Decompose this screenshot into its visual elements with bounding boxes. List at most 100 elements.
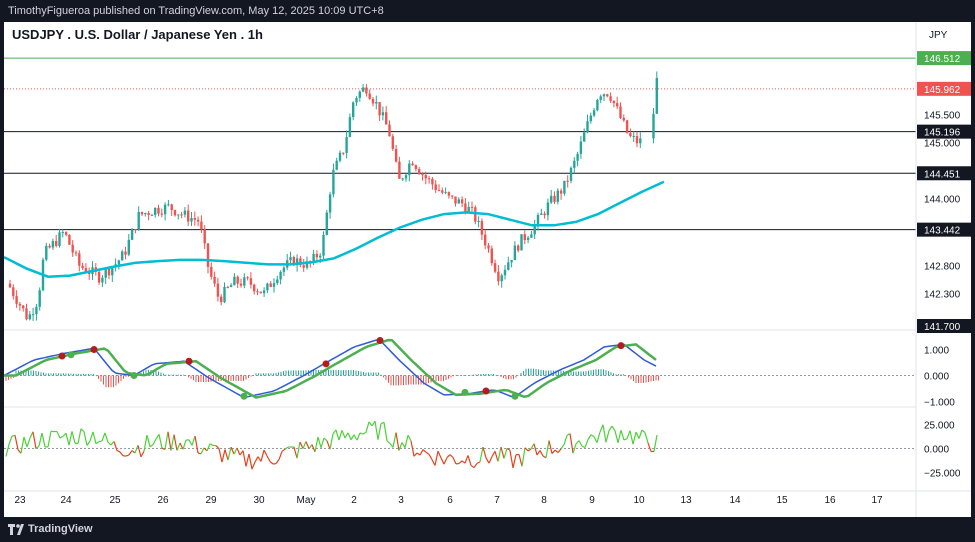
candle-body bbox=[533, 224, 536, 235]
osc-slow-line bbox=[4, 338, 657, 399]
candle-body bbox=[266, 283, 269, 291]
candle-body bbox=[493, 263, 497, 272]
mom-segment bbox=[170, 434, 175, 451]
mom-segment bbox=[638, 429, 643, 439]
chart-area[interactable]: 23 24 25 26 29 30 May 2 3 6 7 8 9 10 13 14 15 16 17 142.300… bbox=[3, 22, 972, 517]
mom-segment bbox=[107, 441, 112, 446]
candle-body bbox=[497, 271, 500, 282]
candle-body bbox=[454, 196, 457, 204]
mom-segment bbox=[395, 432, 400, 451]
candle-body bbox=[38, 290, 41, 307]
candle-body bbox=[629, 132, 632, 137]
candle-body bbox=[61, 232, 64, 234]
mom-segment bbox=[527, 448, 532, 452]
mom-segment bbox=[236, 447, 241, 456]
mom-segment bbox=[449, 454, 454, 458]
candle-body bbox=[523, 234, 526, 241]
candle-body bbox=[97, 271, 101, 283]
candle-body bbox=[117, 260, 121, 265]
candle-body bbox=[530, 234, 533, 238]
brand-name: TradingView bbox=[28, 523, 93, 535]
candle-body bbox=[550, 195, 553, 203]
candle-body bbox=[616, 103, 619, 107]
level-label-bg bbox=[917, 222, 972, 237]
mom-segment bbox=[32, 431, 37, 449]
price-labels: 146.512 145.962 145.196 144.451 143.442 141.7… bbox=[917, 51, 972, 333]
mom-segment bbox=[554, 449, 559, 453]
candle-body bbox=[635, 136, 639, 144]
candle-body bbox=[444, 192, 447, 194]
mom-segment bbox=[593, 436, 598, 443]
mom-segment bbox=[347, 432, 352, 440]
candle-body bbox=[355, 97, 358, 103]
mom-segment bbox=[653, 434, 658, 452]
x-tick-label: 8 bbox=[541, 495, 547, 506]
candle-body bbox=[599, 96, 602, 100]
momentum-pane bbox=[4, 420, 916, 470]
candle-body bbox=[249, 278, 253, 285]
candle-body bbox=[378, 102, 381, 116]
mom-segment bbox=[479, 446, 484, 462]
mom-segment bbox=[227, 446, 232, 461]
candle-body bbox=[566, 180, 569, 182]
mom-segment bbox=[248, 453, 253, 470]
mom-segment bbox=[596, 431, 601, 443]
candle-body bbox=[269, 283, 272, 287]
mom-segment bbox=[569, 433, 574, 454]
candle-body bbox=[569, 167, 573, 181]
mom-segment bbox=[422, 449, 427, 453]
candle-body bbox=[385, 112, 388, 125]
mom-segment bbox=[20, 436, 25, 454]
mom-segment bbox=[494, 451, 499, 462]
candle-body bbox=[404, 175, 408, 179]
currency-label: JPY bbox=[929, 30, 948, 41]
candle-body bbox=[81, 265, 84, 269]
candle-body bbox=[464, 203, 467, 212]
mom-segment bbox=[311, 444, 316, 453]
mom-segment bbox=[134, 445, 139, 454]
mom-segment bbox=[266, 455, 271, 462]
candle-body bbox=[28, 314, 31, 320]
candle-body bbox=[332, 169, 335, 195]
candle-body bbox=[58, 232, 61, 246]
x-tick-label: 10 bbox=[633, 495, 645, 506]
mom-segment bbox=[101, 432, 106, 442]
mom-segment bbox=[38, 433, 43, 447]
candle-body bbox=[394, 148, 398, 162]
candle-body bbox=[220, 296, 223, 303]
mom-segment bbox=[119, 451, 124, 457]
candle-body bbox=[15, 296, 18, 304]
chart-svg[interactable]: 23 24 25 26 29 30 May 2 3 6 7 8 9 10 13 14 15 16 17142.300… bbox=[3, 22, 972, 517]
candle-body bbox=[345, 136, 348, 153]
mom-segment bbox=[518, 454, 523, 467]
horizontal-levels bbox=[4, 57, 916, 231]
mom-segment bbox=[254, 456, 259, 463]
level-label: 145.962 bbox=[924, 85, 961, 96]
mom-segment bbox=[296, 441, 301, 459]
mom-segment bbox=[164, 431, 169, 450]
mom-segment bbox=[590, 434, 595, 438]
mom-segment bbox=[35, 445, 40, 450]
candle-body bbox=[391, 136, 394, 149]
candle-body bbox=[526, 237, 530, 241]
mom-segment bbox=[68, 431, 73, 446]
candle-body bbox=[210, 266, 213, 277]
mom-segment bbox=[182, 439, 187, 450]
mom-segment bbox=[617, 430, 622, 443]
candle-body bbox=[216, 283, 220, 297]
candle-body bbox=[302, 265, 305, 268]
candle-body bbox=[358, 91, 361, 98]
mom-segment bbox=[194, 435, 199, 454]
mom-segment bbox=[551, 449, 556, 454]
mom-segment bbox=[473, 463, 478, 468]
mom-segment bbox=[323, 437, 328, 442]
mom-segment bbox=[413, 452, 418, 457]
candle-body bbox=[35, 306, 38, 315]
candle-body bbox=[124, 251, 127, 255]
candle-body bbox=[187, 210, 190, 222]
candle-body bbox=[559, 190, 563, 194]
candle-body bbox=[160, 213, 163, 215]
candle-body bbox=[421, 174, 424, 176]
mom-segment bbox=[83, 431, 88, 446]
mom-segment bbox=[251, 461, 256, 470]
